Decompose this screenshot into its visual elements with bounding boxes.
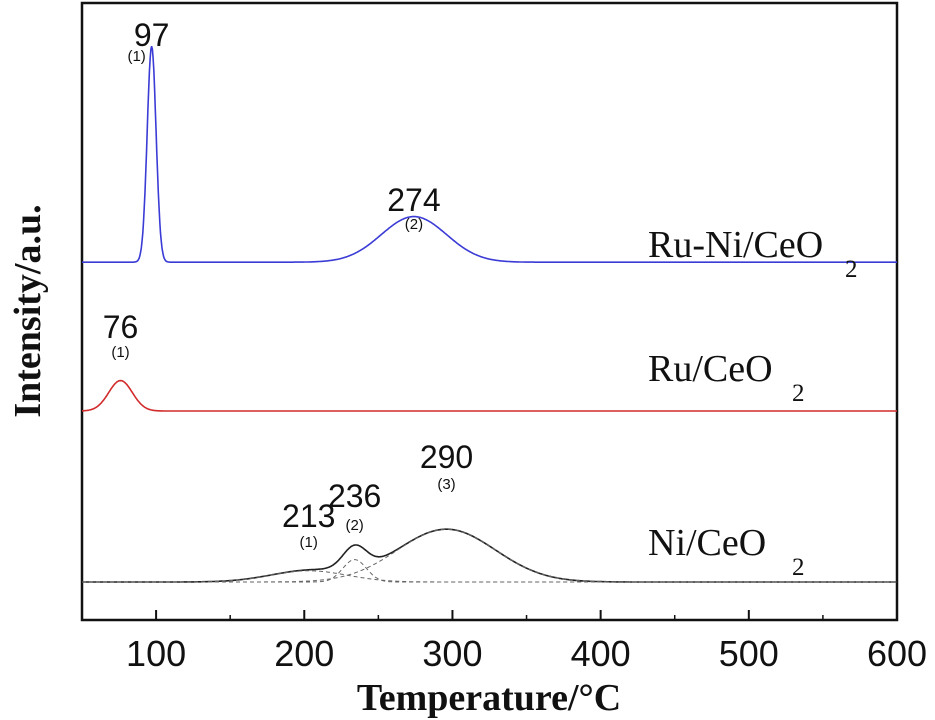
series-label-3: Ni/CeO (648, 522, 766, 564)
x-axis: 100 200 300 400 500 600 (126, 610, 927, 674)
plot-frame (80, 1, 899, 622)
peak-value-label: 236 (328, 478, 381, 514)
series-label-2: Ru/CeO (648, 348, 773, 390)
x-tick-label: 600 (867, 633, 927, 674)
peak-index-label: (1) (300, 534, 318, 551)
peak-index-label: (2) (405, 216, 423, 233)
series-label-1: Ru-Ni/CeO (648, 224, 823, 266)
peak-index-label: (1) (111, 344, 129, 361)
series-label-subscript: 2 (792, 380, 805, 407)
fitted-component-3 (82, 528, 897, 583)
x-tick-label: 200 (274, 633, 334, 674)
series-label-subscript: 2 (792, 554, 805, 581)
peak-value-label: 213 (282, 498, 335, 534)
curves (82, 45, 897, 583)
y-axis-title: Intensity/a.u. (7, 204, 49, 417)
series-labels: Ru-Ni/CeO 2 Ru/CeO 2 Ni/CeO 2 (648, 224, 858, 581)
x-tick-label: 100 (126, 633, 186, 674)
series-line-3 (82, 528, 897, 583)
peak-value-label: 274 (387, 182, 440, 218)
peak-value-label: 97 (134, 17, 170, 53)
fitted-component-2 (82, 559, 897, 583)
peak-index-label: (1) (127, 48, 145, 65)
x-tick-label: 300 (422, 633, 482, 674)
fitted-component-1 (82, 570, 897, 583)
peak-value-label: 76 (103, 309, 139, 345)
peak-annotations: 97(1)274(2)76(1)213(1)236(2)290(3) (103, 17, 473, 551)
peak-value-label: 290 (420, 439, 473, 475)
peak-index-label: (2) (345, 517, 363, 534)
series-line-2 (82, 379, 897, 412)
series-label-subscript: 2 (845, 256, 858, 283)
series-line-1 (82, 45, 897, 263)
x-axis-title: Temperature/°C (357, 677, 621, 719)
peak-index-label: (3) (437, 476, 455, 493)
x-tick-label: 400 (571, 633, 631, 674)
x-tick-label: 500 (719, 633, 779, 674)
